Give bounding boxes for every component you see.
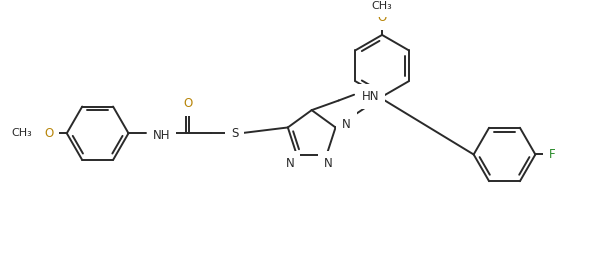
Text: N: N: [342, 118, 351, 131]
Text: S: S: [231, 127, 238, 140]
Text: O: O: [378, 11, 387, 24]
Text: N: N: [324, 157, 333, 170]
Text: CH₃: CH₃: [371, 1, 393, 11]
Text: NH: NH: [152, 129, 170, 142]
Text: O: O: [44, 127, 53, 140]
Text: N: N: [286, 157, 294, 170]
Text: F: F: [549, 148, 555, 161]
Text: HN: HN: [362, 90, 379, 103]
Text: O: O: [183, 97, 192, 110]
Text: CH₃: CH₃: [12, 128, 32, 138]
